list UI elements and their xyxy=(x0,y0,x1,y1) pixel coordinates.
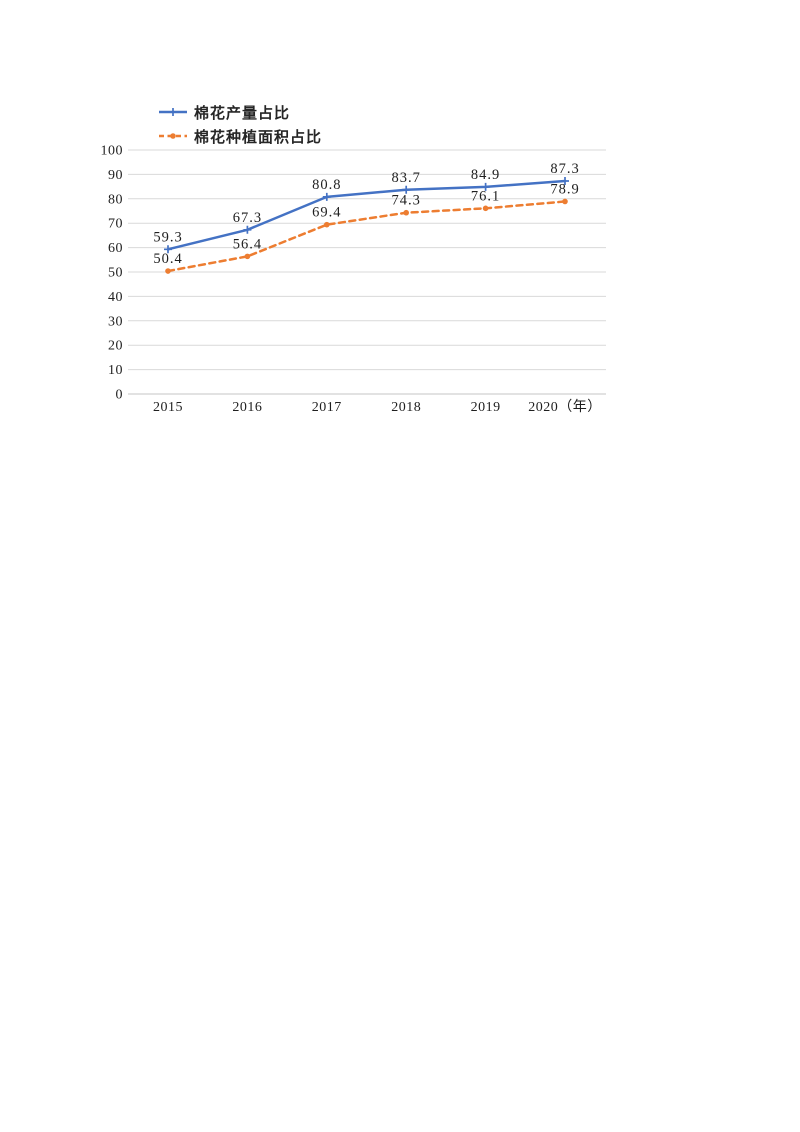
y-tick-label: 90 xyxy=(108,168,123,183)
x-tick-label: 2019 xyxy=(471,400,501,415)
y-tick-label: 10 xyxy=(108,363,123,378)
y-tick-label: 40 xyxy=(108,290,123,305)
y-tick-label: 60 xyxy=(108,241,123,256)
y-tick-label: 50 xyxy=(108,266,123,281)
chart-canvas: 0 10 20 30 40 50 60 70 80 90 100 2015 2016 2017 2018 20… xyxy=(101,144,606,415)
y-tick-label: 20 xyxy=(108,339,123,354)
y-tick-label: 100 xyxy=(101,144,124,159)
data-label-planting-area-share: 74.3 xyxy=(392,193,421,209)
data-label-planting-area-share: 69.4 xyxy=(312,205,341,221)
data-label-production-share: 59.3 xyxy=(153,229,182,245)
x-tick-label: 2015 xyxy=(153,400,183,415)
data-label-production-share: 80.8 xyxy=(312,177,341,193)
marker-planting-area-share xyxy=(482,205,489,212)
legend-label-production-share: 棉花产量占比 xyxy=(194,104,291,122)
series-line-production-share xyxy=(166,179,567,251)
legend-item-production-share: 棉花产量占比 xyxy=(158,100,322,124)
legend-dashed-line-icon xyxy=(158,130,188,142)
data-label-planting-area-share: 50.4 xyxy=(153,251,182,267)
data-label-planting-area-share: 56.4 xyxy=(233,236,262,252)
marker-planting-area-share xyxy=(165,268,171,274)
data-label-planting-area-share: 78.9 xyxy=(550,181,579,197)
marker-planting-area-share xyxy=(324,221,330,228)
legend-solid-line-icon xyxy=(158,106,188,118)
legend-sample-marker xyxy=(169,108,177,116)
x-tick-label: 2020（年） xyxy=(528,399,602,415)
x-tick-label: 2017 xyxy=(312,400,342,415)
marker-planting-area-share xyxy=(562,198,568,205)
x-tick-label: 2018 xyxy=(391,400,421,415)
marker-production-share xyxy=(164,245,172,254)
chart-legend: 棉花产量占比 棉花种植面积占比 xyxy=(158,100,322,148)
y-tick-label: 30 xyxy=(108,314,123,329)
marker-planting-area-share xyxy=(244,253,251,260)
marker-production-share xyxy=(322,192,331,201)
data-label-production-share: 67.3 xyxy=(233,210,262,226)
x-tick-label: 2016 xyxy=(232,400,262,415)
marker-production-share xyxy=(243,225,252,234)
data-label-production-share: 87.3 xyxy=(550,161,579,177)
data-label-production-share: 84.9 xyxy=(471,167,500,183)
cotton-share-line-chart: 0 10 20 30 40 50 60 70 80 90 100 2015 2016 2017 2018 20… xyxy=(95,88,800,440)
y-tick-label: 80 xyxy=(108,192,123,207)
y-tick-label: 0 xyxy=(116,388,124,403)
series-line-planting-area-share xyxy=(166,200,567,273)
marker-production-share xyxy=(402,185,411,194)
data-label-production-share: 83.7 xyxy=(392,170,421,186)
y-tick-label: 70 xyxy=(108,217,123,232)
legend-label-planting-area-share: 棉花种植面积占比 xyxy=(194,128,323,146)
marker-production-share xyxy=(481,182,490,191)
marker-production-share xyxy=(561,176,569,185)
data-label-planting-area-share: 76.1 xyxy=(471,188,500,204)
marker-planting-area-share xyxy=(403,209,410,216)
legend-sample-marker xyxy=(170,133,176,139)
legend-item-planting-area-share: 棉花种植面积占比 xyxy=(158,124,322,148)
